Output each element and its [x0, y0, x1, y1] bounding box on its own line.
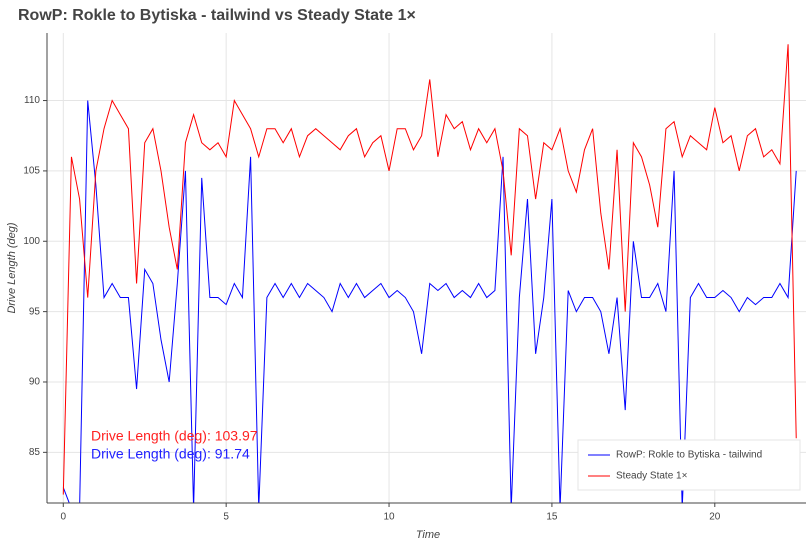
- x-tick-label: 5: [223, 512, 229, 523]
- plot-area: [62, 44, 797, 503]
- series-line: [62, 100, 797, 503]
- x-axis-label: Time: [416, 529, 440, 541]
- annotation: Drive Length (deg): 91.74: [91, 446, 250, 462]
- annotation: Drive Length (deg): 103.97: [91, 428, 258, 444]
- y-tick-label: 95: [29, 306, 41, 317]
- y-tick-label: 85: [29, 447, 41, 458]
- y-axis-label: Drive Length (deg): [6, 222, 18, 313]
- legend: RowP: Rokle to Bytiska - tailwind Steady…: [577, 439, 801, 491]
- y-tick-label: 105: [23, 166, 40, 177]
- chart-title: RowP: Rokle to Bytiska - tailwind vs Ste…: [18, 7, 416, 24]
- x-tick-label: 0: [61, 512, 67, 523]
- y-tick-label: 110: [24, 95, 40, 106]
- y-tick-label: 100: [23, 236, 40, 247]
- legend-label: RowP: Rokle to Bytiska - tailwind: [616, 450, 762, 461]
- legend-box: [577, 439, 801, 491]
- x-tick-label: 20: [709, 512, 721, 523]
- legend-label: Steady State 1×: [616, 471, 688, 482]
- x-tick-label: 10: [383, 512, 395, 523]
- y-tick-label: 90: [29, 377, 41, 388]
- series-line: [62, 44, 797, 495]
- x-tick-label: 15: [546, 512, 558, 523]
